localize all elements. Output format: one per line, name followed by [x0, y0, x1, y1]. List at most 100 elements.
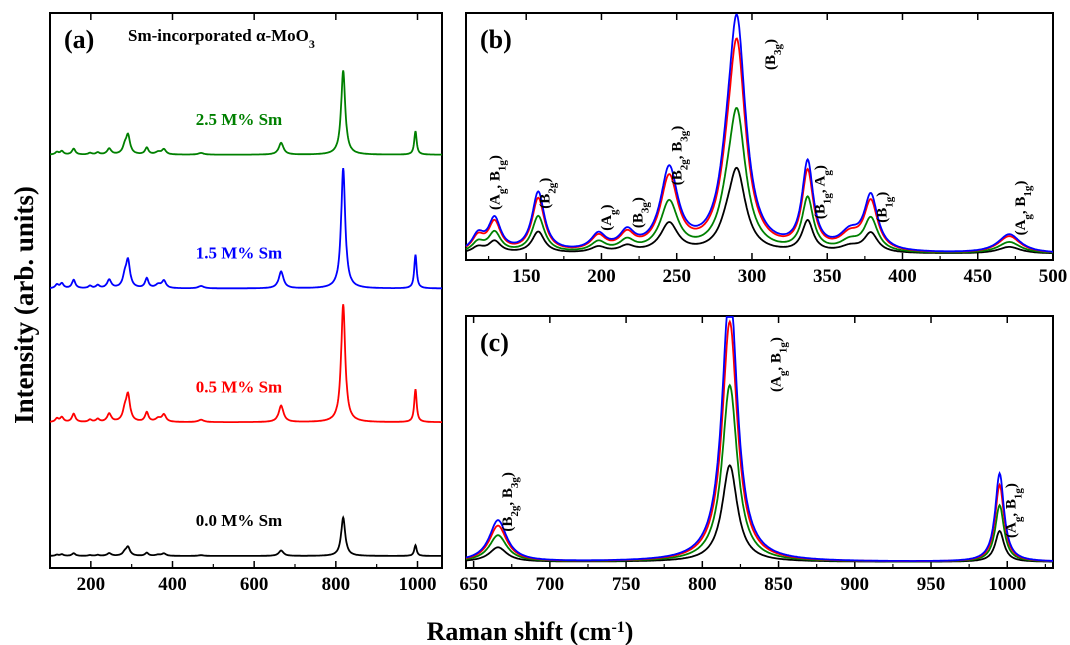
mode-symbol: (B — [874, 208, 890, 223]
mode-symbol: (B — [670, 170, 686, 185]
mode-subscript: 1g — [1022, 185, 1034, 197]
mode-annotation: (Ag, B1g) — [488, 155, 509, 210]
series-label: 1.5 M% Sm — [196, 244, 282, 263]
mode-symbol: , B — [670, 142, 686, 160]
panel-label: (a) — [64, 25, 94, 54]
mode-symbol: (B — [813, 204, 829, 219]
x-tick-label: 700 — [536, 574, 565, 595]
mode-symbol: ) — [763, 39, 779, 44]
x-tick-label: 600 — [240, 574, 269, 595]
mode-annotation: (B1g, Ag) — [813, 165, 834, 219]
mode-subscript: g — [778, 370, 790, 376]
mode-symbol: ) — [599, 204, 615, 209]
mode-annotation: (B1g) — [874, 192, 895, 223]
x-tick-label: 900 — [841, 574, 870, 595]
mode-annotation: (B2g) — [537, 178, 558, 209]
spectrum-line — [50, 167, 442, 290]
x-tick-label: 800 — [688, 574, 717, 595]
x-tick-label: 850 — [764, 574, 793, 595]
spectrum-line — [465, 13, 1053, 253]
mode-subscript: 3g — [640, 202, 652, 214]
x-axis-label-close: ) — [625, 617, 634, 645]
spectrum-line — [465, 316, 1053, 562]
mode-subscript: 3g — [509, 477, 521, 489]
mode-annotation: (Ag, B1g) — [1003, 483, 1024, 538]
mode-annotation: (B3g) — [631, 197, 652, 228]
panel-c: 650 700 750 800 850 900 950 1000(c)(B2g, B3g)(A… — [459, 315, 1054, 595]
x-tick-label: 200 — [77, 574, 106, 595]
x-tick-label: 450 — [963, 266, 992, 287]
x-tick-label: 400 — [888, 266, 917, 287]
mode-symbol: (B — [763, 55, 779, 70]
mode-subscript: g — [1012, 516, 1024, 522]
mode-symbol: ) — [1013, 181, 1029, 186]
mode-subscript: 2g — [546, 182, 558, 194]
spectrum-line — [49, 304, 442, 424]
mode-subscript: 2g — [509, 505, 521, 517]
mode-annotation: (Ag, B1g) — [769, 337, 790, 392]
mode-symbol: (B — [537, 194, 553, 209]
panel-label: (c) — [480, 328, 509, 357]
mode-annotation: (B2g, B3g) — [670, 126, 691, 186]
plot-frame — [465, 315, 1054, 569]
series-label: 2.5 M% Sm — [196, 110, 282, 129]
x-tick-label: 950 — [917, 574, 946, 595]
mode-symbol: (B — [631, 213, 647, 228]
mode-symbol: (A — [769, 376, 785, 392]
mode-subscript: g — [608, 209, 620, 215]
mode-symbol: ) — [500, 472, 516, 477]
spectrum-line — [50, 70, 442, 156]
mode-symbol: , B — [500, 488, 516, 506]
mode-symbol: ) — [631, 197, 647, 202]
x-tick-label: 500 — [1039, 266, 1068, 287]
mode-subscript: 1g — [883, 196, 895, 208]
x-tick-label: 300 — [738, 266, 767, 287]
x-tick-label: 1000 — [399, 574, 437, 595]
mode-annotation: (B2g, B3g) — [500, 472, 521, 532]
mode-symbol: , A — [813, 175, 829, 193]
mode-annotation: (Ag, B1g) — [1013, 181, 1034, 236]
mode-symbol: (A — [1013, 219, 1029, 235]
mode-symbol: (A — [488, 194, 504, 210]
y-axis-label: Intensity (arb. units) — [9, 186, 39, 424]
mode-symbol: (B — [500, 517, 516, 532]
mode-symbol: , B — [1013, 197, 1029, 215]
mode-subscript: 1g — [1012, 488, 1024, 500]
x-tick-label: 150 — [512, 266, 541, 287]
panel-label: (b) — [480, 25, 512, 54]
x-tick-label: 1000 — [988, 574, 1026, 595]
mode-symbol: ) — [874, 192, 890, 197]
mode-subscript: 1g — [778, 342, 790, 354]
mode-symbol: , B — [769, 353, 785, 371]
series-label: 0.0 M% Sm — [196, 511, 282, 530]
plot-frame — [49, 12, 443, 569]
panel-title-subscript: 3 — [309, 37, 315, 51]
x-axis-label-sup: -1 — [611, 619, 624, 636]
mode-annotation: (Ag) — [599, 204, 620, 230]
mode-subscript: g — [497, 188, 509, 194]
x-axis-label: Raman shift (cm-1) — [427, 617, 634, 645]
x-tick-label: 800 — [322, 574, 351, 595]
plot-frame — [465, 12, 1054, 261]
mode-annotation: (B3g) — [763, 39, 784, 70]
mode-symbol: (A — [599, 215, 615, 231]
mode-subscript: 2g — [679, 159, 691, 171]
mode-symbol: ) — [670, 126, 686, 131]
mode-symbol: ) — [488, 155, 504, 160]
mode-subscript: g — [822, 170, 834, 176]
mode-symbol: ) — [813, 165, 829, 170]
mode-symbol: (A — [1003, 522, 1019, 538]
mode-symbol: ) — [537, 178, 553, 183]
mode-symbol: ) — [1003, 483, 1019, 488]
mode-subscript: g — [1022, 214, 1034, 220]
mode-symbol: ) — [769, 337, 785, 342]
mode-subscript: 3g — [679, 130, 691, 142]
series-label: 0.5 M% Sm — [196, 377, 282, 396]
x-tick-label: 350 — [813, 266, 842, 287]
spectrum-line — [50, 515, 442, 557]
mode-subscript: 3g — [772, 44, 784, 56]
x-tick-label: 750 — [612, 574, 641, 595]
mode-symbol: , B — [488, 171, 504, 189]
